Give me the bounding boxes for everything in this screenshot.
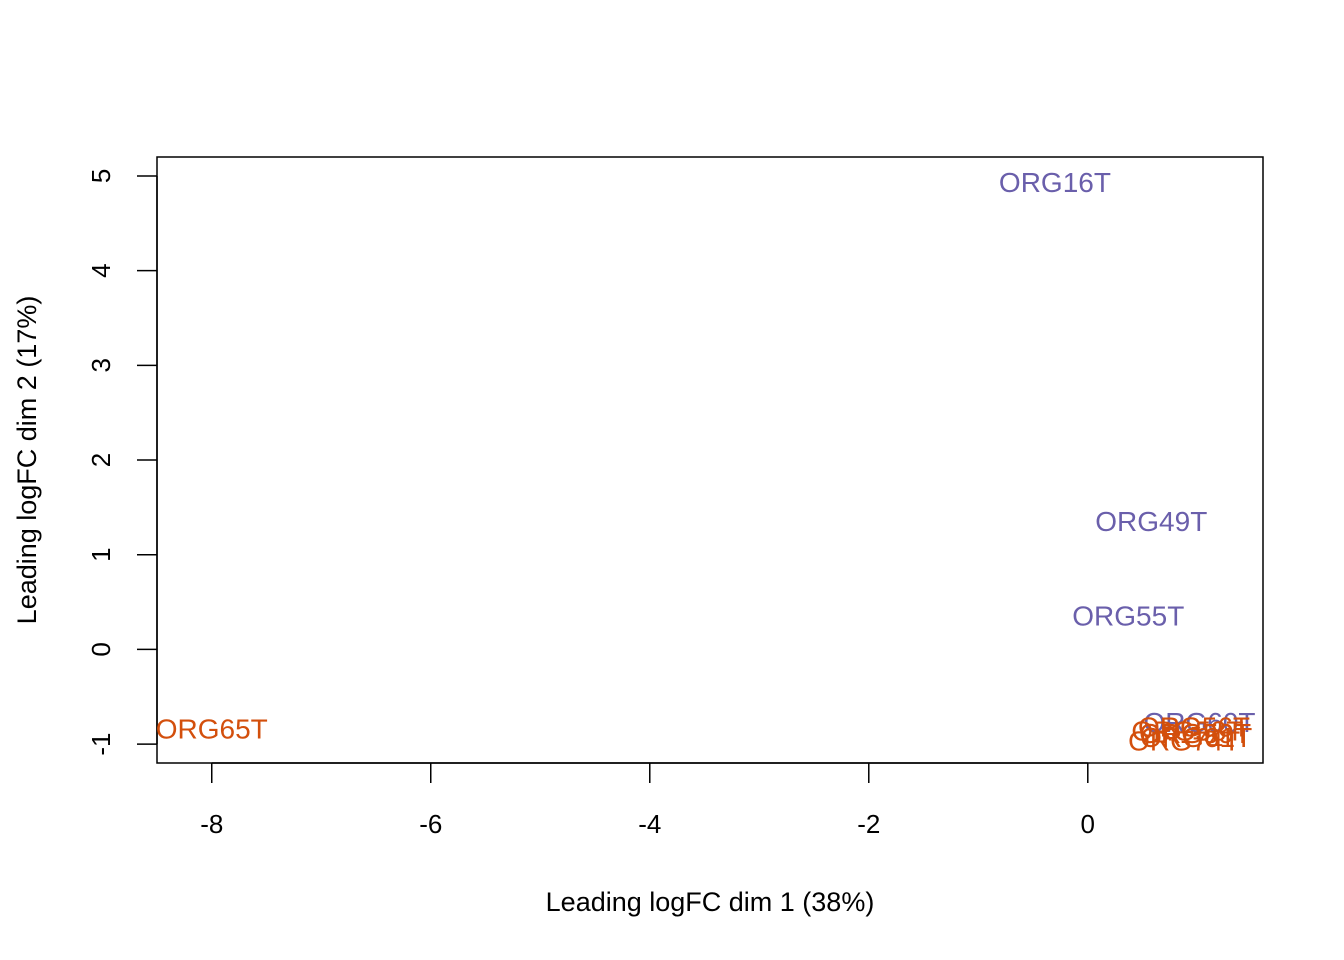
plot-box — [156, 156, 1264, 764]
x-tick-label: -6 — [419, 809, 442, 839]
point-labels: ORG16T ORG49T ORG55T ORG65T ORG60TORG56TORG5… — [156, 167, 1256, 757]
y-axis-label: Leading logFC dim 2 (17%) — [12, 296, 42, 625]
x-tick-label: 0 — [1081, 809, 1095, 839]
point-label-org61t: ORG61T — [1140, 722, 1252, 753]
x-axis: -8 -6 -4 -2 0 — [200, 762, 1095, 839]
y-axis: -1 0 1 2 3 4 5 — [86, 169, 158, 756]
y-tick-label: 0 — [86, 642, 116, 656]
y-tick-label: 2 — [86, 453, 116, 467]
point-label-org65t: ORG65T — [156, 713, 268, 744]
y-tick-label: -1 — [86, 733, 116, 756]
x-tick-label: -4 — [638, 809, 661, 839]
y-tick-label: 4 — [86, 263, 116, 277]
point-label-org49t: ORG49T — [1095, 506, 1207, 537]
point-label-org60t: ORG60T — [1143, 707, 1255, 738]
point-label-org58t: ORG58T — [1131, 715, 1243, 746]
point-label-org74t: ORG74T — [1128, 726, 1240, 757]
x-axis-label: Leading logFC dim 1 (38%) — [546, 887, 875, 917]
point-label-org16t: ORG16T — [999, 167, 1111, 198]
point-label-org55t: ORG55T — [1072, 601, 1184, 632]
x-tick-label: -8 — [200, 809, 223, 839]
point-label-org59t: ORG59T — [1139, 718, 1251, 749]
y-tick-label: 3 — [86, 358, 116, 372]
y-tick-label: 1 — [86, 547, 116, 561]
y-tick-label: 5 — [86, 169, 116, 183]
x-tick-label: -2 — [857, 809, 880, 839]
point-label-org56t: ORG56T — [1138, 712, 1250, 743]
